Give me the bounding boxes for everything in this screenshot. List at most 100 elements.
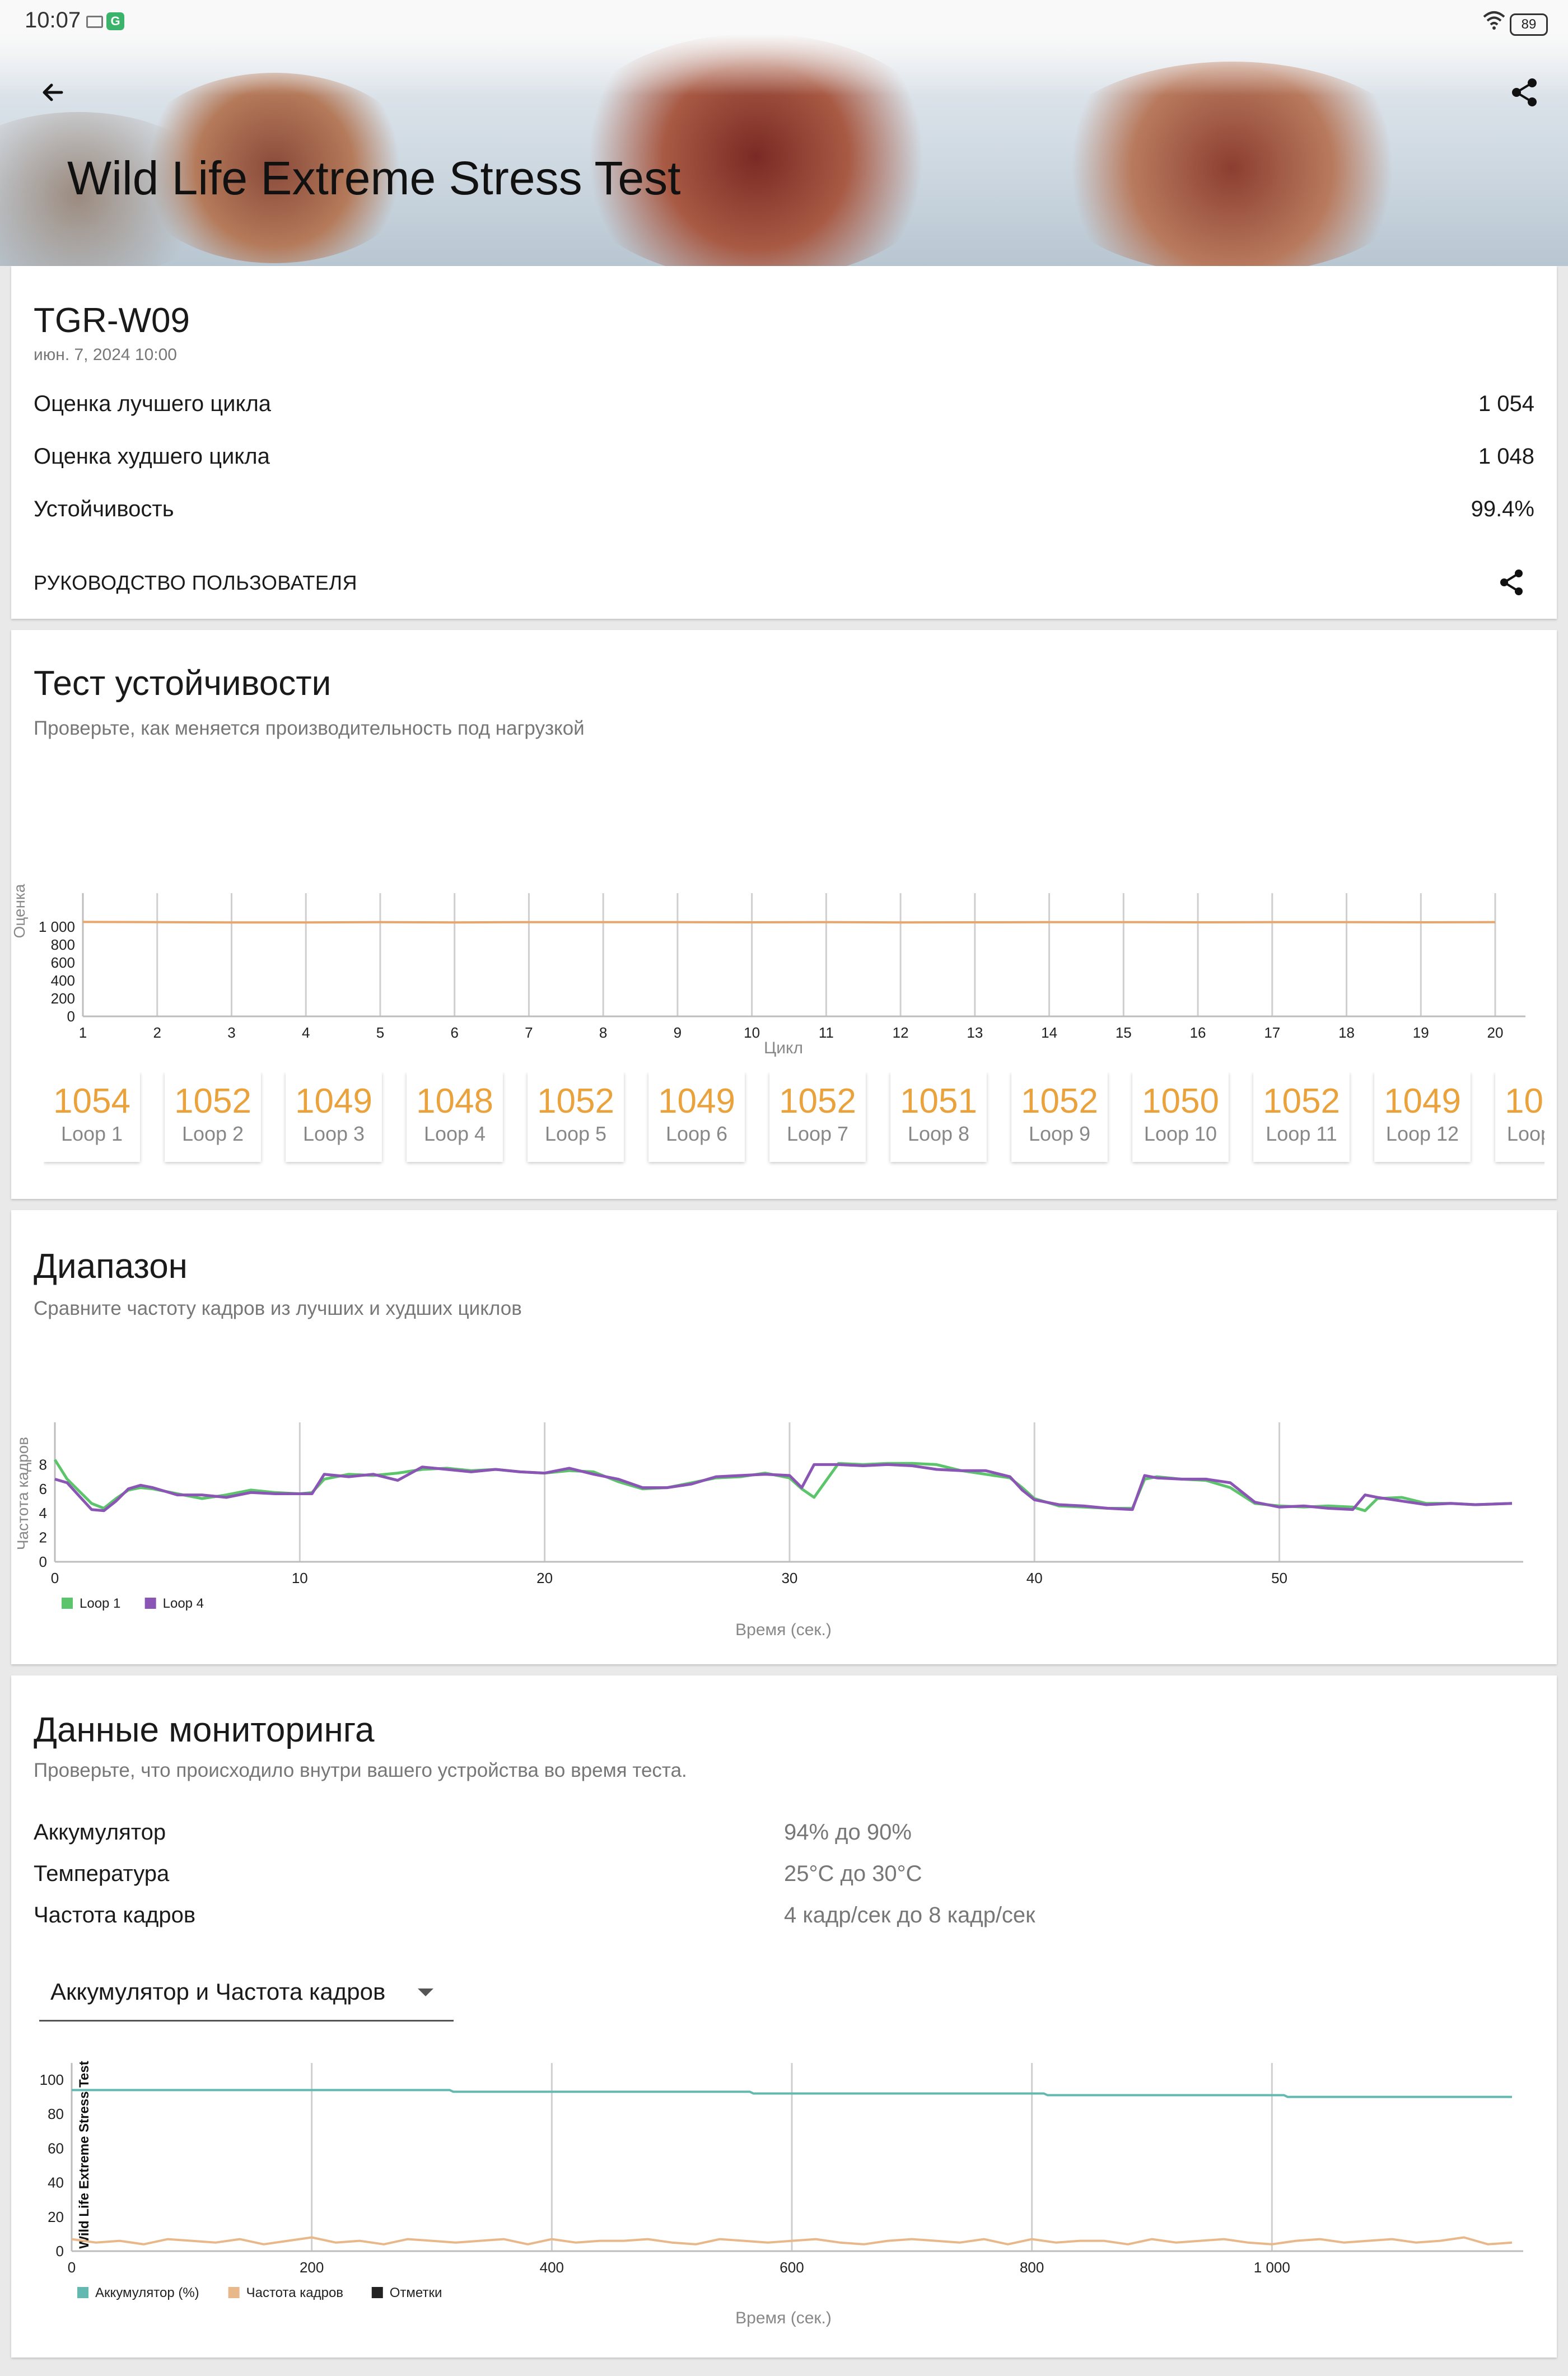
range-chart: 0 2 4 6 8 0 10 20 30 40 50 Время (сек.) Частота кадр… <box>14 1422 1523 1639</box>
y-tick-label: 0 <box>39 1553 47 1570</box>
y-tick-label: 2 <box>39 1529 47 1546</box>
x-tick-label: 50 <box>1271 1570 1287 1586</box>
x-tick-label: 30 <box>781 1570 797 1586</box>
x-tick-label: 8 <box>599 1024 607 1041</box>
loop-score-tile[interactable]: 1051 Loop 8 <box>890 1072 987 1162</box>
worst-loop-label: Оценка худшего цикла <box>34 444 270 469</box>
chevron-down-icon <box>418 1988 433 1996</box>
loop-score-value: 1052 <box>1021 1082 1098 1121</box>
hero-banner: Wild Life Extreme Stress Test <box>0 0 1568 266</box>
stability-subtitle: Проверьте, как меняется производительнос… <box>34 717 585 739</box>
y-axis-label: Частота кадров <box>14 1437 31 1550</box>
legend-swatch <box>228 2287 240 2298</box>
y-tick-label: 20 <box>48 2209 64 2225</box>
legend-swatch <box>62 1598 73 1609</box>
series-line <box>71 2236 1513 2246</box>
status-bar: 10:07 G 89 <box>0 0 1568 45</box>
x-tick-label: 14 <box>1041 1024 1057 1041</box>
loop-score-tile[interactable]: 1049 Loop 12 <box>1374 1072 1471 1162</box>
x-tick-label: 16 <box>1190 1024 1206 1041</box>
loop-score-label: Loop 4 <box>423 1122 486 1145</box>
loop-score-tile[interactable]: 1054 Loop 1 <box>44 1072 140 1162</box>
x-tick-label: 2 <box>153 1024 161 1041</box>
x-tick-label: 600 <box>780 2259 804 2276</box>
app-notification-icon: G <box>106 12 124 30</box>
monitoring-value: 4 кадр/сек до 8 кадр/сек <box>784 1903 1035 1927</box>
y-tick-label: 800 <box>51 936 75 953</box>
y-tick-label: 8 <box>39 1456 47 1473</box>
back-arrow-icon[interactable] <box>34 73 73 112</box>
range-card: Диапазон Сравните частоту кадров из лучш… <box>11 1210 1557 1664</box>
loop-score-tile[interactable]: 1049 Loop 6 <box>648 1072 745 1162</box>
loop-score-label: Loop 10 <box>1144 1122 1217 1145</box>
loop-score-value: 1050 <box>1142 1082 1219 1121</box>
hero-fade <box>0 0 1568 95</box>
loop-score-label: Loop 3 <box>302 1122 365 1145</box>
x-tick-label: 10 <box>744 1024 760 1041</box>
legend-label: Аккумулятор (%) <box>95 2285 199 2300</box>
test-date: июн. 7, 2024 10:00 <box>34 346 177 364</box>
x-axis-label: Время (сек.) <box>735 2309 832 2327</box>
share-icon[interactable] <box>1505 73 1544 112</box>
notification-icon <box>86 16 103 28</box>
loop-score-tile[interactable]: 1052 Loop 2 <box>165 1072 261 1162</box>
legend-label: Отметки <box>390 2285 442 2300</box>
x-tick-label: 0 <box>68 2259 76 2276</box>
legend-label: Частота кадров <box>246 2285 343 2300</box>
loop-score-label: Loop 13 <box>1506 1122 1544 1145</box>
loop-score-tile[interactable]: 1052 Loop 7 <box>769 1072 866 1162</box>
x-tick-label: 5 <box>376 1024 384 1041</box>
y-tick-label: 600 <box>51 954 75 971</box>
loop-scores-list[interactable]: 1054 Loop 1 1052 Loop 2 1049 Loop 3 1048 Loop 4… <box>44 1072 1544 1168</box>
wifi-icon <box>1483 11 1505 30</box>
best-loop-label: Оценка лучшего цикла <box>34 391 272 416</box>
loop-score-tile[interactable]: 1048 Loop 4 <box>407 1072 503 1162</box>
x-tick-label: 6 <box>450 1024 458 1041</box>
monitoring-value: 94% до 90% <box>784 1820 912 1845</box>
x-tick-label: 3 <box>227 1024 235 1041</box>
monitoring-value: 25°C до 30°C <box>784 1861 922 1886</box>
loop-score-value: 1054 <box>53 1082 130 1121</box>
loop-score-tile[interactable]: 1052 Loop 11 <box>1253 1072 1350 1162</box>
x-tick-label: 19 <box>1413 1024 1429 1041</box>
x-tick-label: 4 <box>302 1024 310 1041</box>
metric-dropdown[interactable]: Аккумулятор и Частота кадров <box>39 1964 454 2022</box>
y-tick-label: 200 <box>51 990 75 1007</box>
loop-score-value: 1050 <box>1505 1082 1544 1121</box>
x-tick-label: 9 <box>674 1024 682 1041</box>
loop-score-value: 1048 <box>416 1082 493 1121</box>
x-tick-label: 40 <box>1026 1570 1043 1586</box>
metric-dropdown-value: Аккумулятор и Частота кадров <box>50 1978 386 2005</box>
monitoring-subtitle: Проверьте, что происходило внутри вашего… <box>34 1759 687 1781</box>
stability-title: Тест устойчивости <box>34 664 332 703</box>
loop-score-label: Loop 2 <box>181 1122 244 1145</box>
best-loop-value: 1 054 <box>1478 391 1534 416</box>
hero-art-creature-right <box>1036 62 1428 266</box>
stability-label: Устойчивость <box>34 497 174 521</box>
x-tick-label: 15 <box>1116 1024 1132 1041</box>
status-time: 10:07 <box>25 8 81 32</box>
monitoring-label: Температура <box>34 1861 170 1886</box>
y-tick-label: 0 <box>67 1008 75 1025</box>
legend-swatch <box>371 2287 383 2298</box>
loop-score-tile[interactable]: 1050 Loop 10 <box>1132 1072 1229 1162</box>
share-icon[interactable] <box>1495 566 1529 599</box>
loop-score-value: 1049 <box>295 1082 372 1121</box>
range-subtitle: Сравните частоту кадров из лучших и худш… <box>34 1297 522 1319</box>
stability-value: 99.4% <box>1471 497 1534 521</box>
y-tick-label: 6 <box>39 1481 47 1497</box>
stability-card: Тест устойчивости Проверьте, как меняетс… <box>11 630 1557 1199</box>
monitoring-label: Аккумулятор <box>34 1820 166 1845</box>
x-tick-label: 11 <box>819 1024 834 1041</box>
legend-swatch <box>144 1598 156 1609</box>
loop-score-value: 1049 <box>658 1082 735 1121</box>
user-guide-link[interactable]: РУКОВОДСТВО ПОЛЬЗОВАТЕЛЯ <box>34 571 357 594</box>
x-tick-label: 17 <box>1264 1024 1280 1041</box>
loop-score-tile[interactable]: 1052 Loop 5 <box>528 1072 624 1162</box>
battery-icon: 89 <box>1510 13 1548 36</box>
loop-score-label: Loop 12 <box>1385 1122 1459 1145</box>
loop-score-tile[interactable]: 1052 Loop 9 <box>1011 1072 1108 1162</box>
loop-score-tile[interactable]: 1049 Loop 3 <box>286 1072 382 1162</box>
